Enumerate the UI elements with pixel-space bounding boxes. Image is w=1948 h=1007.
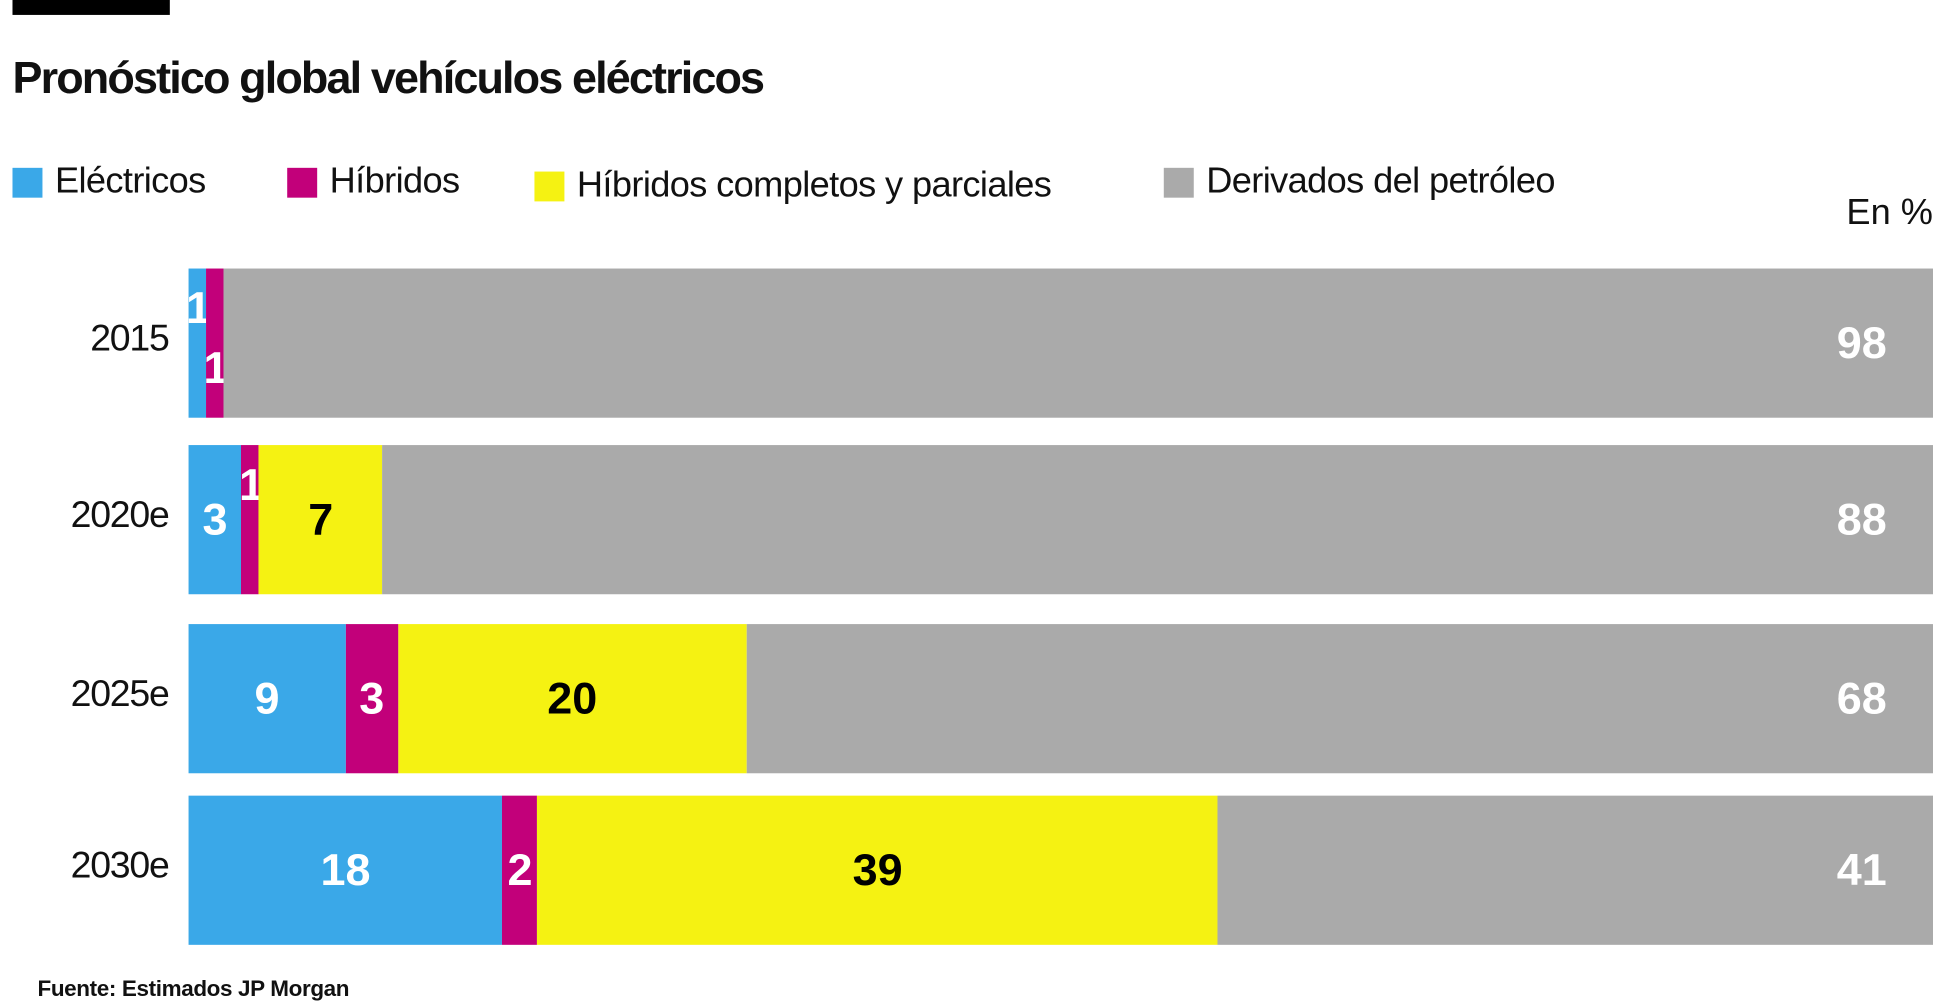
legend-swatch (287, 167, 318, 198)
legend-swatch (1163, 167, 1194, 198)
category-label: 2030e (70, 845, 170, 887)
bar-2030e: 18 2 39 41 (188, 795, 1933, 945)
legend-label: Híbridos (329, 161, 460, 202)
bar-segment (259, 445, 383, 595)
legend: Eléctricos Híbridos Híbridos completos y… (12, 162, 1935, 212)
bar-2020e: 3 1 7 88 (188, 445, 1933, 595)
legend-label: Derivados del petróleo (1206, 161, 1555, 202)
bar-segment (397, 624, 747, 774)
legend-item-derivados-petroleo: Derivados del petróleo (1163, 161, 1555, 203)
data-label: 20 (547, 672, 598, 724)
bar-2015: 1 1 98 (186, 268, 1933, 418)
chart-title: Pronóstico global vehículos eléctricos (12, 52, 765, 104)
data-label: 2 (507, 844, 533, 896)
bar-segment (188, 268, 206, 418)
bar-segment (223, 268, 1933, 418)
data-label: 39 (852, 844, 903, 896)
legend-item-hibridos: Híbridos (287, 161, 460, 203)
data-label: 3 (359, 672, 385, 724)
source-note: Fuente: Estimados JP Morgan (37, 975, 350, 1001)
legend-label: Híbridos completos y parciales (576, 165, 1052, 206)
bar-segment (188, 445, 242, 595)
data-label: 41 (1836, 844, 1887, 896)
bar-2025e: 9 3 20 68 (188, 624, 1933, 774)
category-label: 2020e (70, 494, 170, 536)
data-label: 18 (320, 844, 371, 896)
bar-segment (205, 268, 224, 418)
bar-segment (241, 445, 260, 595)
legend-item-hibridos-completos: Híbridos completos y parciales (534, 165, 1052, 206)
legend-swatch (12, 167, 43, 198)
legend-item-electricos: Eléctricos (12, 161, 206, 203)
bar-segment (188, 624, 346, 774)
legend-label: Eléctricos (54, 161, 206, 202)
bar-segment (502, 795, 538, 945)
category-label: 2015 (90, 318, 170, 360)
bar-segment (1217, 795, 1933, 945)
bar-segment (345, 624, 398, 774)
bar-segment (537, 795, 1218, 945)
data-label: 98 (1836, 317, 1887, 368)
data-label: 68 (1836, 672, 1887, 724)
data-label: 3 (202, 493, 228, 545)
bar-segment (746, 624, 1933, 774)
data-label: 88 (1836, 493, 1887, 545)
bar-segment (188, 795, 503, 945)
data-label: 7 (308, 493, 334, 545)
header-bar-decoration (12, 0, 170, 15)
data-label: 9 (254, 672, 280, 724)
unit-label: En % (1846, 192, 1933, 233)
category-label: 2025e (70, 673, 170, 715)
bar-segment (382, 445, 1933, 595)
legend-swatch (534, 170, 565, 201)
